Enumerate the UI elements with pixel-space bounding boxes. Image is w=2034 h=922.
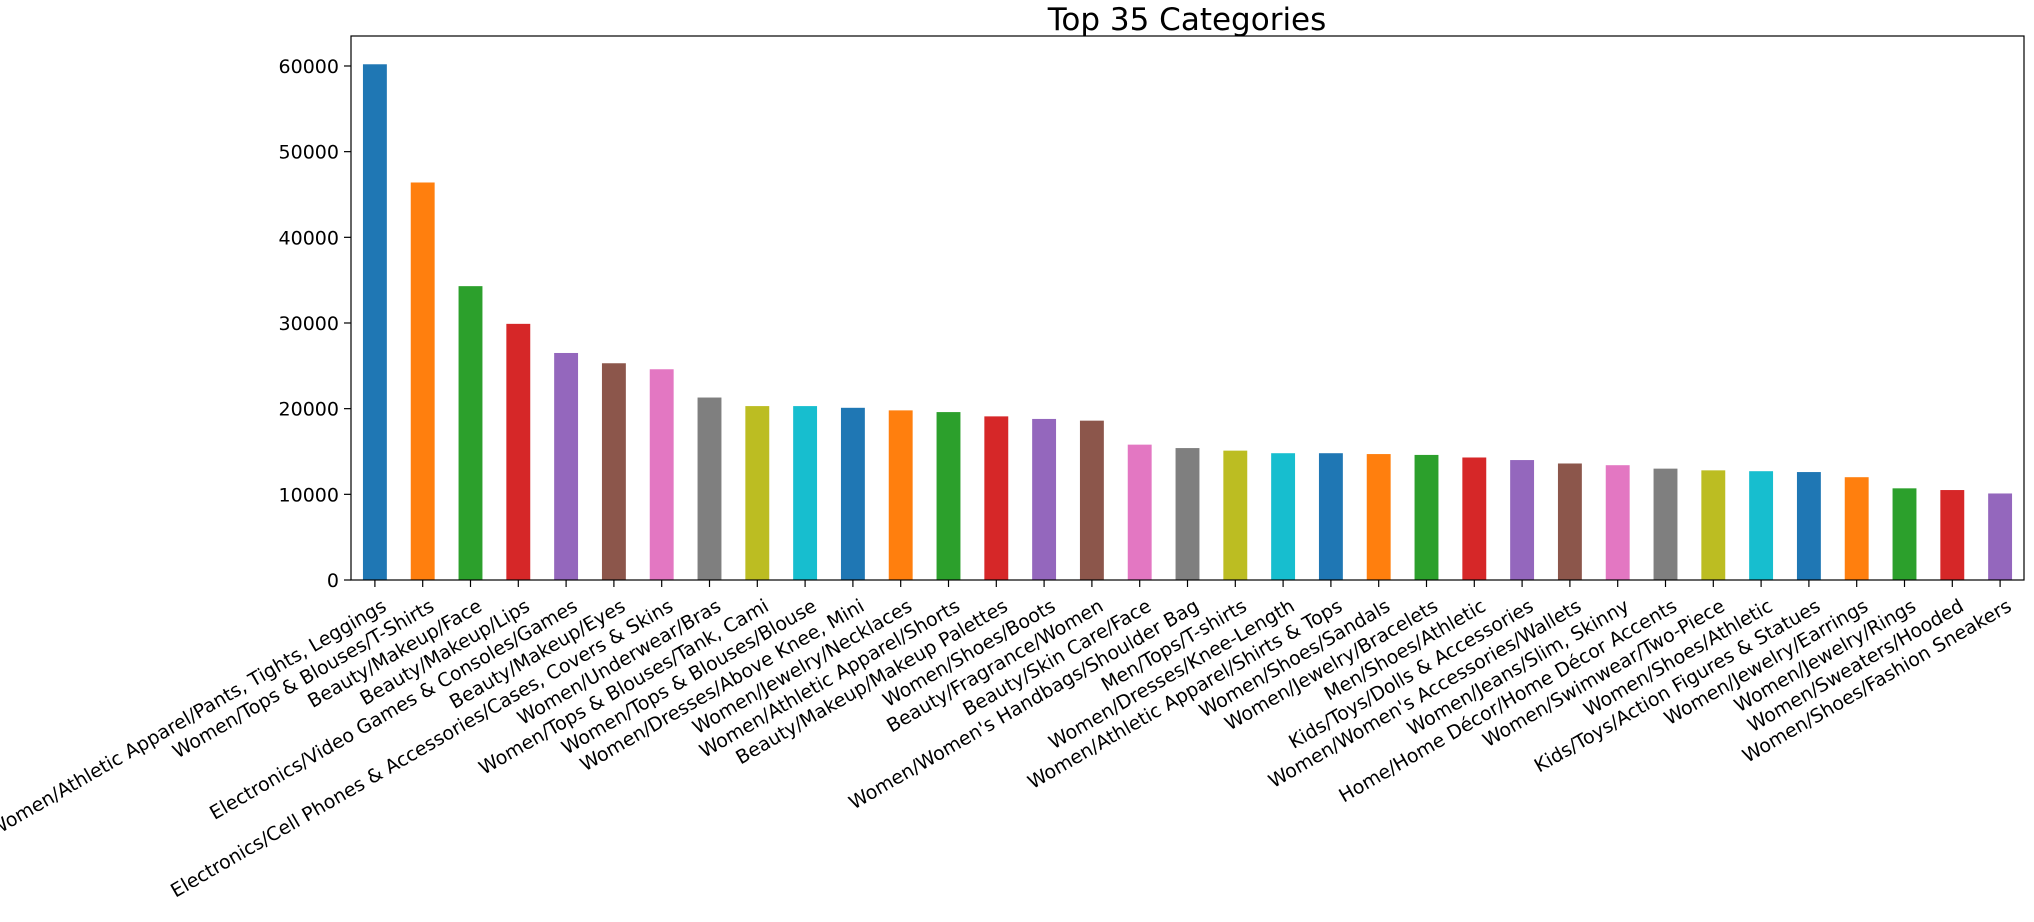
y-tick-label: 20000: [279, 399, 339, 421]
bar: [1414, 454, 1439, 580]
bar: [1701, 470, 1726, 580]
bar: [984, 416, 1009, 580]
bar: [1318, 453, 1343, 580]
bar: [888, 410, 913, 580]
bar: [1892, 488, 1917, 580]
y-tick-label: 50000: [279, 142, 339, 164]
bar: [1988, 493, 2013, 580]
bar: [506, 323, 531, 580]
bar: [1653, 468, 1678, 580]
bar: [1510, 460, 1535, 580]
y-tick-label: 0: [327, 570, 339, 592]
bars: [362, 64, 2013, 580]
plot-frame: [350, 35, 2025, 581]
bar: [1749, 471, 1774, 580]
bar: [1462, 457, 1487, 580]
bar: [649, 369, 674, 580]
bar: [1557, 463, 1582, 580]
y-axis: 0 10000 20000 30000 40000 50000 60000: [279, 56, 351, 592]
y-tick-label: 60000: [279, 56, 339, 78]
bar: [745, 406, 770, 580]
bar: [362, 64, 387, 580]
bar: [1175, 448, 1200, 580]
bar: [1796, 472, 1821, 580]
y-tick-label: 30000: [279, 313, 339, 335]
bar: [458, 286, 483, 580]
bar: [601, 363, 626, 580]
bar: [1271, 453, 1296, 580]
bar: [936, 412, 961, 580]
bar: [1940, 490, 1965, 580]
chart-title: Top 35 Categories: [1047, 2, 1327, 38]
bar: [1127, 444, 1152, 580]
bar: [793, 406, 818, 580]
bar: [410, 182, 435, 580]
y-tick-label: 10000: [279, 484, 339, 506]
bar: [1366, 454, 1391, 580]
bar: [697, 397, 722, 580]
bar: [1079, 420, 1104, 580]
x-axis: Women/Athletic Apparel/Pants, Tights, Le…: [0, 580, 2015, 902]
y-tick-label: 40000: [279, 227, 339, 249]
bar: [554, 352, 579, 580]
bar: [1032, 418, 1057, 580]
bar: [1844, 477, 1869, 580]
bar: [1223, 450, 1248, 580]
bar: [1605, 465, 1630, 580]
bar: [840, 407, 865, 580]
